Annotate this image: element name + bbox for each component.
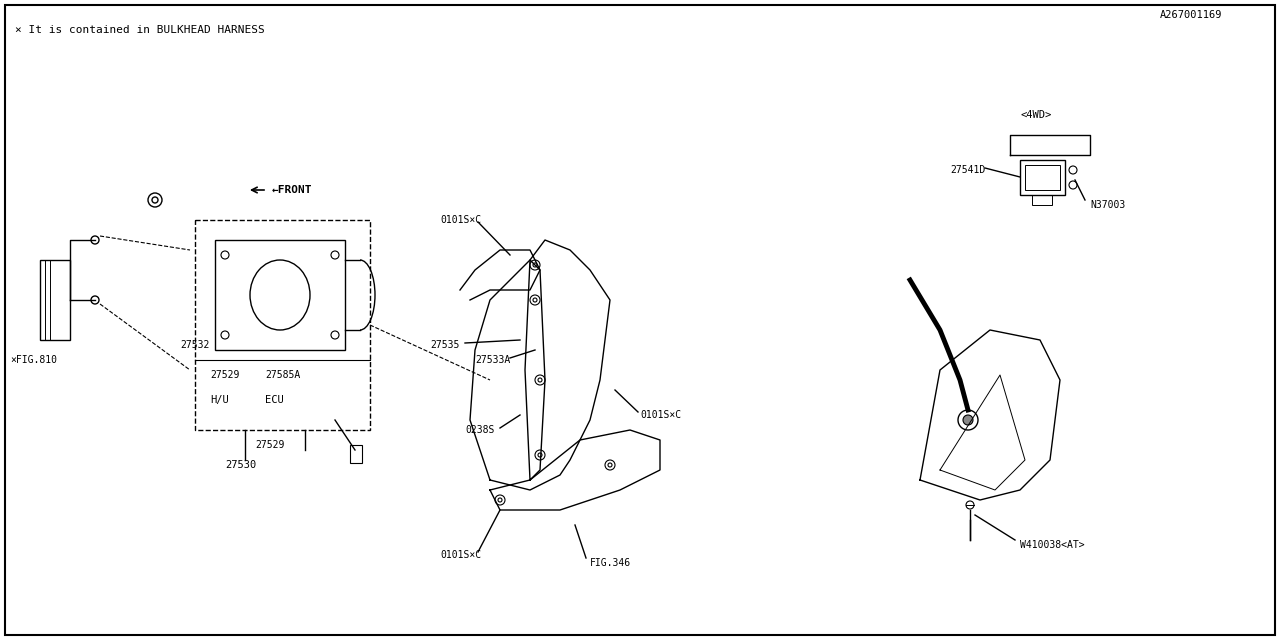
Text: 27541D: 27541D [950, 165, 986, 175]
Text: 27585A: 27585A [265, 370, 301, 380]
Circle shape [963, 415, 973, 425]
Text: 27532: 27532 [180, 340, 210, 350]
Bar [1020, 160, 1065, 195]
Text: ECU: ECU [265, 395, 284, 405]
Text: 27530: 27530 [225, 460, 256, 470]
Text: ×FIG.810: ×FIG.810 [10, 355, 58, 365]
Text: 27529: 27529 [210, 370, 239, 380]
Bar [1032, 195, 1052, 205]
Bar [215, 240, 346, 350]
Text: ←FRONT: ←FRONT [273, 185, 312, 195]
Text: 0101S×C: 0101S×C [440, 215, 481, 225]
Text: 27529: 27529 [255, 440, 284, 450]
Text: × It is contained in BULKHEAD HARNESS: × It is contained in BULKHEAD HARNESS [15, 25, 265, 35]
Text: A267001169: A267001169 [1160, 10, 1222, 20]
Text: W410038<AT>: W410038<AT> [1020, 540, 1084, 550]
Text: 27533A: 27533A [475, 355, 511, 365]
Text: FIG.346: FIG.346 [590, 558, 631, 568]
Bar [349, 445, 362, 463]
Text: 0101S×C: 0101S×C [440, 550, 481, 560]
Text: 27535: 27535 [430, 340, 460, 350]
Text: 0238S: 0238S [465, 425, 494, 435]
Bar [40, 260, 70, 340]
Text: H/U: H/U [210, 395, 229, 405]
Text: <4WD>: <4WD> [1020, 110, 1051, 120]
Text: N37003: N37003 [1091, 200, 1125, 210]
Bar [1025, 165, 1060, 190]
Text: 0101S×C: 0101S×C [640, 410, 681, 420]
Bar [195, 220, 370, 430]
